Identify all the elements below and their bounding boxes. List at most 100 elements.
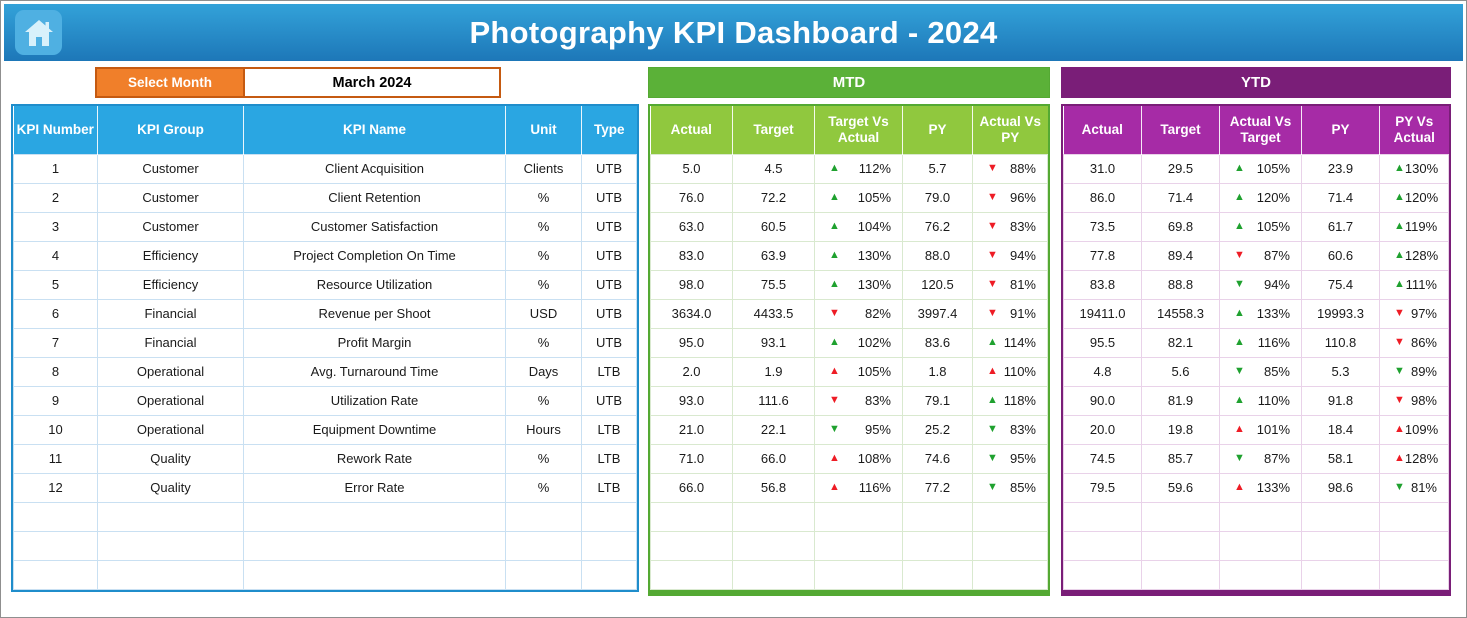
kpi-row: 4 Efficiency Project Completion On Time% UT… — [13, 240, 637, 271]
py-vs-actual-cell: ▲ 119% — [1379, 211, 1449, 242]
actual-cell: 20.0 — [1063, 414, 1142, 445]
trend-up-icon: ▲ — [829, 162, 840, 174]
trend-percent: 95% — [1009, 451, 1036, 466]
unit-cell: Days — [505, 356, 582, 387]
trend-up-icon: ▲ — [1394, 249, 1405, 261]
kpi-number-cell: 10 — [13, 414, 98, 445]
empty-row — [13, 559, 637, 590]
trend-indicator: ▼ 97% — [1383, 306, 1445, 321]
ytd-row: 20.0 19.8 ▲ 101% 18.4 ▲ 109% — [1063, 414, 1449, 445]
trend-percent: 94% — [1009, 248, 1036, 263]
actual-cell: 83.0 — [650, 240, 733, 271]
empty-cell — [505, 530, 582, 561]
kpi-name-cell: Client Acquisition — [243, 153, 506, 184]
mtd-actual-header: Actual — [650, 106, 733, 154]
actual-cell: 77.8 — [1063, 240, 1142, 271]
empty-cell — [1301, 530, 1380, 561]
trend-indicator: ▼ 96% — [976, 190, 1044, 205]
trend-percent: 82% — [864, 306, 891, 321]
trend-indicator: ▲ 120% — [1223, 190, 1298, 205]
kpi-group-cell: Operational — [97, 385, 244, 416]
mtd-row: 95.0 93.1 ▲ 102% 83.6 ▲ 114% — [650, 327, 1048, 358]
py-vs-actual-cell: ▲ 111% — [1379, 269, 1449, 300]
py-cell: 1.8 — [902, 356, 973, 387]
target-cell: 85.7 — [1141, 443, 1220, 474]
trend-up-icon: ▲ — [1234, 423, 1245, 435]
trend-up-icon: ▲ — [1394, 423, 1405, 435]
trend-down-icon: ▼ — [829, 394, 840, 406]
trend-percent: 119% — [1404, 219, 1438, 234]
unit-cell: % — [505, 472, 582, 503]
actual-vs-py-cell: ▲ 118% — [972, 385, 1048, 416]
empty-row — [1063, 530, 1449, 561]
kpi-name-cell: Equipment Downtime — [243, 414, 506, 445]
home-button[interactable] — [15, 10, 62, 55]
empty-cell — [97, 559, 244, 590]
py-vs-actual-cell: ▼ 89% — [1379, 356, 1449, 387]
kpi-number-header: KPI Number — [13, 106, 98, 154]
kpi-row: 11 Quality Rework Rate% LTB — [13, 443, 637, 474]
kpi-number-cell: 11 — [13, 443, 98, 474]
py-cell: 79.0 — [902, 182, 973, 213]
kpi-name-header: KPI Name — [243, 106, 506, 154]
trend-percent: 98% — [1410, 393, 1437, 408]
target-vs-actual-cell: ▲ 105% — [814, 356, 903, 387]
kpi-number-cell: 3 — [13, 211, 98, 242]
trend-percent: 83% — [864, 393, 891, 408]
mtd-target-header: Target — [732, 106, 815, 154]
kpi-group-cell: Customer — [97, 153, 244, 184]
actual-vs-target-cell: ▼ 94% — [1219, 269, 1302, 300]
trend-percent: 85% — [1009, 480, 1036, 495]
kpi-group-cell: Operational — [97, 356, 244, 387]
trend-indicator: ▲ 108% — [818, 451, 899, 466]
actual-cell: 3634.0 — [650, 298, 733, 329]
kpi-row: 1 Customer Client Acquisition Clients UTB — [13, 153, 637, 184]
trend-up-icon: ▲ — [1234, 162, 1245, 174]
trend-down-icon: ▼ — [1234, 452, 1245, 464]
trend-up-icon: ▲ — [1234, 481, 1245, 493]
target-cell: 1.9 — [732, 356, 815, 387]
trend-up-icon: ▲ — [829, 365, 840, 377]
actual-cell: 5.0 — [650, 153, 733, 184]
py-cell: 19993.3 — [1301, 298, 1380, 329]
mtd-row: 3634.0 4433.5 ▼ 82% 3997.4 ▼ 91% — [650, 298, 1048, 329]
empty-cell — [732, 530, 815, 561]
trend-indicator: ▼ 87% — [1223, 248, 1298, 263]
ytd-target-header: Target — [1141, 106, 1220, 154]
empty-cell — [243, 501, 506, 532]
mtd-row: 83.0 63.9 ▲ 130% 88.0 ▼ 94% — [650, 240, 1048, 271]
empty-cell — [97, 501, 244, 532]
actual-vs-py-cell: ▼ 88% — [972, 153, 1048, 184]
empty-cell — [972, 530, 1048, 561]
actual-cell: 83.8 — [1063, 269, 1142, 300]
actual-cell: 76.0 — [650, 182, 733, 213]
empty-cell — [243, 559, 506, 590]
trend-up-icon: ▲ — [1234, 191, 1245, 203]
target-vs-actual-cell: ▲ 105% — [814, 182, 903, 213]
empty-cell — [1219, 501, 1302, 532]
kpi-row: 9 Operational Utilization Rate% UTB — [13, 385, 637, 416]
target-cell: 71.4 — [1141, 182, 1220, 213]
empty-cell — [1063, 501, 1142, 532]
trend-indicator: ▲ 105% — [818, 364, 899, 379]
trend-up-icon: ▲ — [987, 336, 998, 348]
trend-indicator: ▼ 89% — [1383, 364, 1445, 379]
kpi-group-cell: Quality — [97, 443, 244, 474]
trend-up-icon: ▲ — [1394, 162, 1405, 174]
empty-cell — [1379, 501, 1449, 532]
trend-percent: 105% — [1256, 161, 1290, 176]
trend-percent: 83% — [1009, 422, 1036, 437]
trend-indicator: ▲ 109% — [1383, 422, 1445, 437]
ytd-actual-header: Actual — [1063, 106, 1142, 154]
kpi-number-cell: 1 — [13, 153, 98, 184]
trend-down-icon: ▼ — [1394, 365, 1405, 377]
target-cell: 89.4 — [1141, 240, 1220, 271]
trend-down-icon: ▼ — [1394, 307, 1405, 319]
trend-percent: 104% — [857, 219, 891, 234]
trend-indicator: ▲ 105% — [1223, 219, 1298, 234]
trend-percent: 105% — [857, 364, 891, 379]
kpi-row: 8 Operational Avg. Turnaround Time Days LTB — [13, 356, 637, 387]
selected-month-dropdown[interactable]: March 2024 — [243, 69, 499, 96]
trend-percent: 130% — [857, 277, 891, 292]
ytd-py-header: PY — [1301, 106, 1380, 154]
